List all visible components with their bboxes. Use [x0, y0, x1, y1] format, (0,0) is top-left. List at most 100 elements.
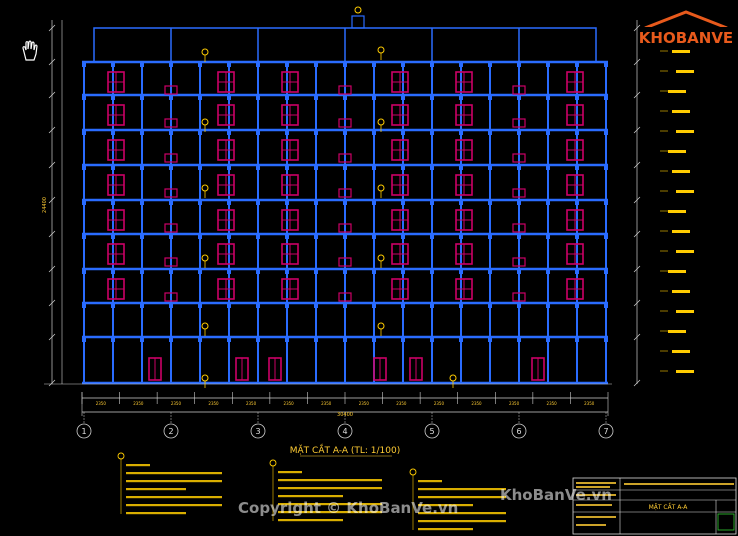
- beam-joint: [140, 200, 144, 205]
- note-text-line: [278, 479, 382, 482]
- bay-dim-label: 2350: [359, 401, 370, 406]
- beam-joint: [459, 337, 463, 342]
- note-text-line: [126, 480, 222, 483]
- beam-joint: [227, 200, 231, 205]
- beam-joint: [401, 303, 405, 308]
- note-text-line: [126, 512, 186, 515]
- beam-joint: [459, 62, 463, 67]
- beam-joint: [546, 337, 550, 342]
- logo-text: KHOBANVE: [639, 29, 733, 47]
- beam-joint: [285, 303, 289, 308]
- dim-tick: [633, 333, 641, 341]
- axis-bubble: [163, 423, 179, 439]
- axis-label: 3: [255, 427, 260, 436]
- beam-joint: [140, 269, 144, 274]
- axis-label: 2: [168, 427, 173, 436]
- small-window: [338, 257, 352, 267]
- bay-dim-label: 2350: [171, 401, 182, 406]
- beam-joint: [372, 130, 376, 135]
- small-window: [338, 292, 352, 302]
- beam-joint: [82, 200, 86, 205]
- axis-bubble: [424, 423, 440, 439]
- note-text-line: [418, 496, 506, 499]
- beam-joint: [575, 337, 579, 342]
- small-window: [512, 118, 526, 128]
- beam-joint: [575, 303, 579, 308]
- small-window: [512, 257, 526, 267]
- beam-joint: [198, 165, 202, 170]
- titleblock-text-line: [576, 516, 616, 518]
- beam-joint: [546, 200, 550, 205]
- beam-joint: [517, 130, 521, 135]
- beam-joint: [517, 200, 521, 205]
- bay-dim-label: 2350: [284, 401, 295, 406]
- axis-label: 1: [81, 427, 86, 436]
- beam-joint: [401, 269, 405, 274]
- level-marker: [201, 254, 209, 262]
- beam-joint: [459, 269, 463, 274]
- dim-tick: [633, 161, 641, 169]
- beam-joint: [517, 303, 521, 308]
- beam-joint: [343, 95, 347, 100]
- bay-dim-label: 2350: [547, 401, 558, 406]
- beam-joint: [198, 130, 202, 135]
- beam-joint: [604, 269, 608, 274]
- note-text-line: [126, 496, 222, 499]
- small-window: [512, 223, 526, 233]
- axis-bubble: [598, 423, 614, 439]
- level-marker: [377, 184, 385, 192]
- beam-joint: [488, 303, 492, 308]
- titleblock-text-line: [576, 504, 612, 506]
- beam-joint: [517, 62, 521, 67]
- beam-joint: [343, 303, 347, 308]
- beam-joint: [459, 234, 463, 239]
- site-watermark: KhoBanVe.vn: [500, 486, 612, 504]
- dim-tick: [633, 126, 641, 134]
- dim-tick: [48, 230, 56, 238]
- beam-joint: [82, 234, 86, 239]
- titleblock-text-line: [576, 486, 610, 488]
- note-text-line: [418, 480, 442, 483]
- beam-joint: [256, 165, 260, 170]
- beam-joint: [488, 234, 492, 239]
- beam-joint: [227, 62, 231, 67]
- dim-tick: [633, 24, 641, 32]
- beam-joint: [517, 234, 521, 239]
- note-text-line: [418, 504, 473, 507]
- beam-joint: [604, 130, 608, 135]
- titleblock-text-line: [624, 483, 734, 485]
- level-marker: [201, 322, 209, 330]
- beam-joint: [256, 269, 260, 274]
- bay-dim-label: 2350: [471, 401, 482, 406]
- level-marker: [377, 254, 385, 262]
- beam-joint: [285, 130, 289, 135]
- beam-joint: [372, 165, 376, 170]
- beam-joint: [430, 130, 434, 135]
- beam-joint: [401, 95, 405, 100]
- right-level-tag: [676, 310, 694, 313]
- beam-joint: [227, 269, 231, 274]
- level-marker: [201, 118, 209, 126]
- note-text-line: [278, 495, 343, 498]
- dim-tick: [48, 161, 56, 169]
- title-block: MẶT CẮT A-A: [572, 477, 737, 535]
- beam-joint: [82, 269, 86, 274]
- right-level-tag: [668, 150, 686, 153]
- beam-joint: [604, 62, 608, 67]
- level-marker: [449, 374, 457, 382]
- beam-joint: [430, 95, 434, 100]
- beam-joint: [430, 200, 434, 205]
- axis-bubble: [337, 423, 353, 439]
- note-marker: [409, 468, 417, 476]
- beam-joint: [372, 337, 376, 342]
- beam-joint: [169, 269, 173, 274]
- dimension-lines: 2350 2350 2350 2350 2350 2350 2350 2350 2350 2350…: [44, 20, 641, 416]
- beam-joint: [314, 95, 318, 100]
- note-text-line: [126, 504, 222, 507]
- beam-joint: [604, 200, 608, 205]
- beam-joint: [82, 62, 86, 67]
- dim-tick: [48, 24, 56, 32]
- beam-joint: [111, 200, 115, 205]
- beam-joint: [488, 62, 492, 67]
- beam-joint: [575, 62, 579, 67]
